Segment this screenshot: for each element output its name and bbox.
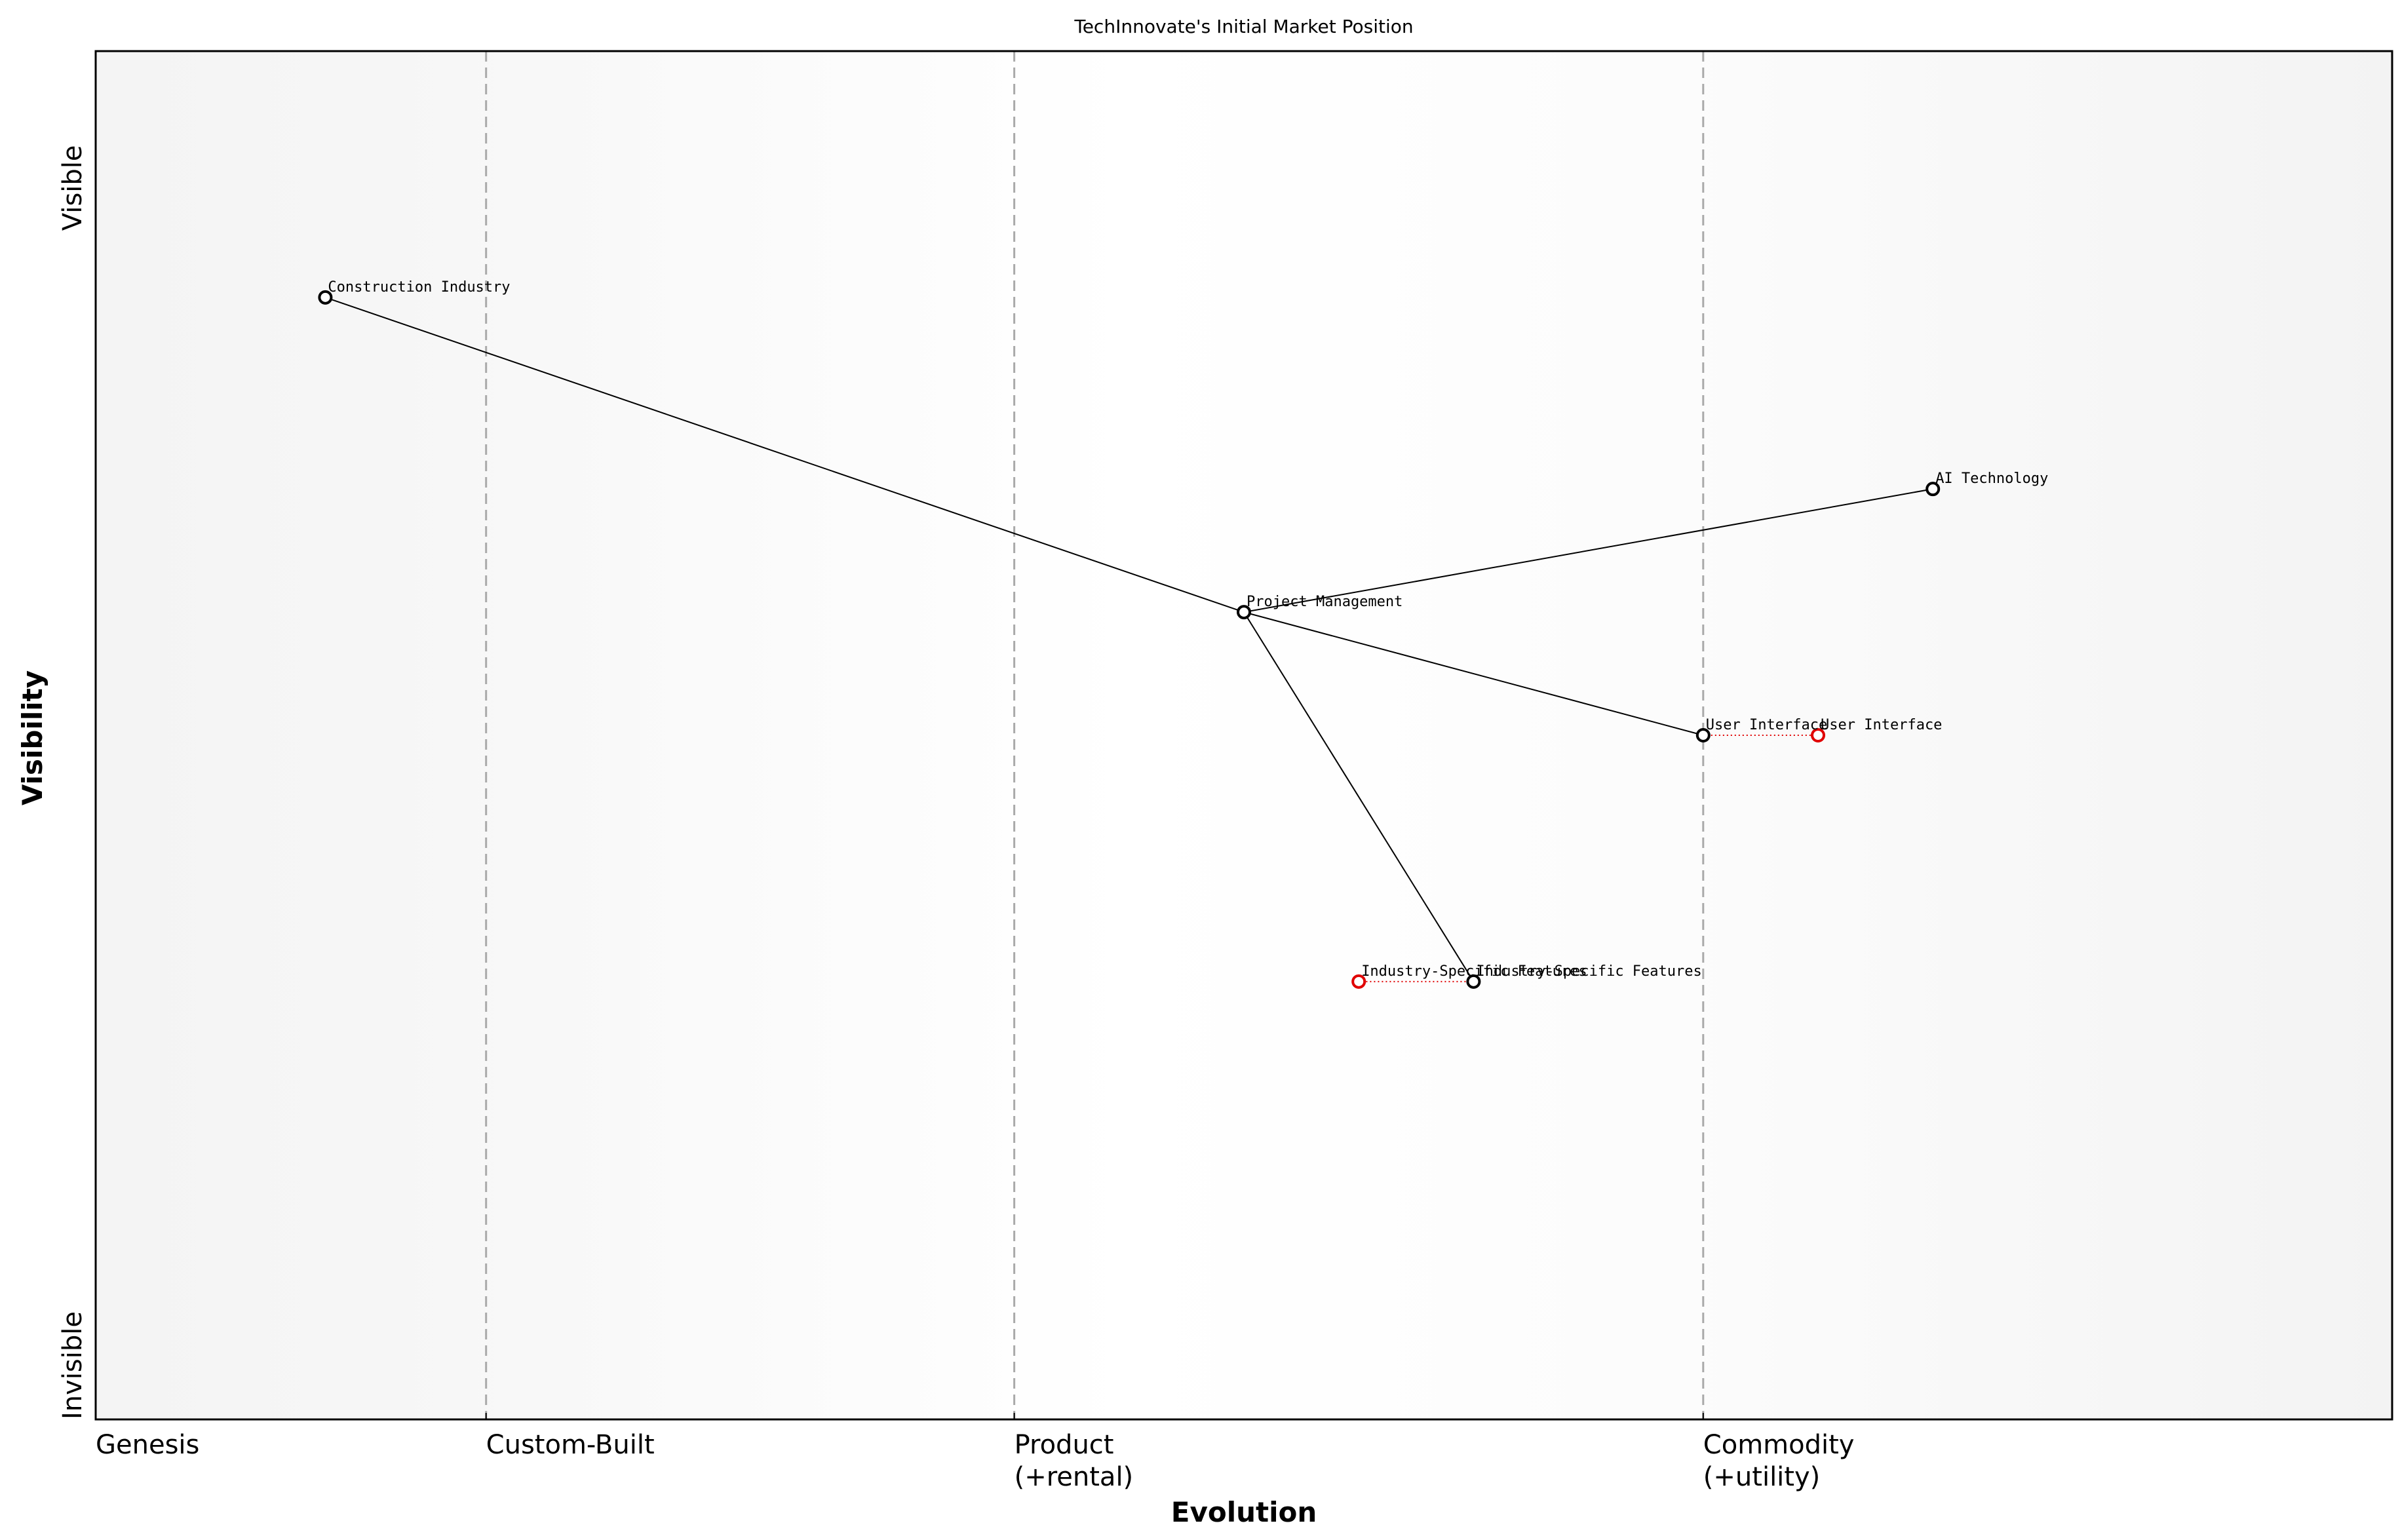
evolution-links	[1359, 735, 1818, 982]
component-point-industry-specific-features	[1466, 974, 1481, 989]
y-tick-label-visible: Visible	[58, 145, 88, 231]
x-axis-title: Evolution	[1171, 1496, 1317, 1528]
plot-area	[96, 51, 2392, 1419]
link-project-management-to-ai-technology	[1243, 488, 1933, 613]
component-label-user-interface: User Interface	[1706, 717, 1827, 733]
component-point-ai-technology	[1926, 482, 1941, 497]
component-label-ai-technology: AI Technology	[1935, 471, 2048, 487]
component-labels: Construction Industry Project Management A…	[328, 279, 2048, 980]
x-tick-label-commodity-utility: Commodity (+utility)	[1703, 1430, 1855, 1492]
evolved-label-industry-specific-features: Industry-Specific Features	[1361, 963, 1587, 980]
link-project-management-to-user-interface	[1243, 611, 1704, 736]
link-construction-industry-to-project-management	[325, 296, 1245, 613]
y-tick-label-invisible: Invisible	[58, 1311, 88, 1419]
component-point-construction-industry	[318, 290, 333, 305]
x-tick-labels: Genesis Custom-Built Product (+rental) Commo…	[96, 1413, 1854, 1492]
x-tick-label-custom-built: Custom-Built	[486, 1430, 655, 1460]
plot-frame	[94, 50, 2393, 1421]
evolved-point-user-interface	[1811, 728, 1825, 742]
link-project-management-to-industry-specific-features	[1243, 611, 1475, 982]
links	[325, 296, 1933, 982]
x-tick-label-genesis: Genesis	[96, 1430, 199, 1460]
component-label-construction-industry: Construction Industry	[328, 279, 510, 296]
component-point-user-interface	[1695, 728, 1711, 742]
y-axis-title: Visibility	[16, 670, 48, 805]
components	[318, 290, 1941, 989]
evolved-components	[1351, 728, 1825, 989]
evolved-point-industry-specific-features	[1351, 974, 1366, 989]
stage-lines	[485, 51, 1705, 1419]
evolved-label-user-interface: User Interface	[1821, 717, 1942, 733]
x-tick-label-product-rental: Product (+rental)	[1015, 1430, 1134, 1492]
component-label-industry-specific-features: Industry-Specific Features	[1476, 963, 1701, 980]
component-point-project-management	[1237, 605, 1251, 620]
component-label-project-management: Project Management	[1247, 594, 1403, 610]
y-tick-labels: Invisible Visible	[58, 145, 88, 1419]
chart-title: TechInnovate's Initial Market Position	[1074, 16, 1413, 37]
